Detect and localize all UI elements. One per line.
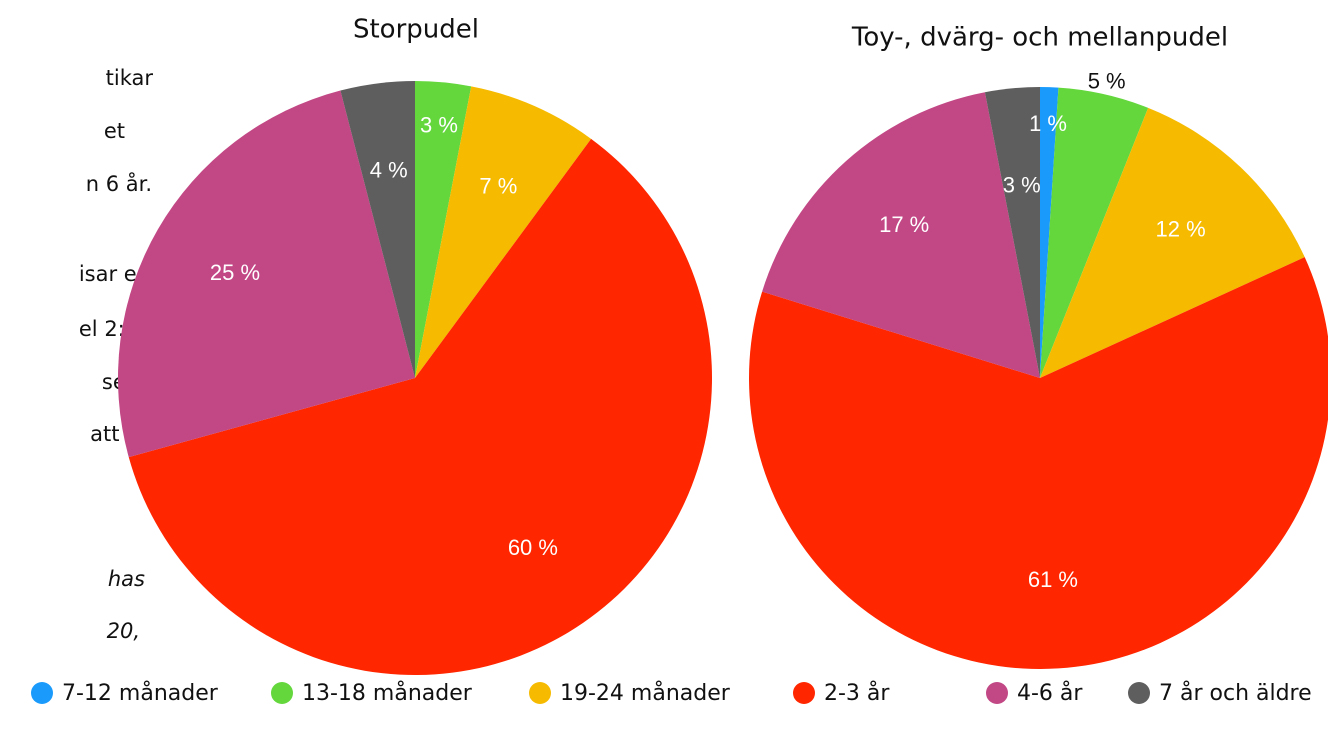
pie-slice	[984, 87, 1040, 378]
pie-slice	[1040, 87, 1059, 378]
legend-label: 7 år och äldre	[1159, 680, 1312, 706]
pie-slice	[415, 86, 592, 378]
data-label: 1 %	[1029, 111, 1067, 136]
body-text: n 6 år.	[86, 171, 152, 196]
note-text: 20,	[107, 619, 140, 643]
pie-slice	[1040, 87, 1149, 378]
legend-swatch	[793, 682, 815, 704]
legend-swatch	[271, 682, 293, 704]
pie-slice	[762, 92, 1040, 378]
legend-swatch	[986, 682, 1008, 704]
note-text: has	[108, 567, 145, 591]
data-label: 17 %	[879, 212, 929, 237]
data-label: 61 %	[1028, 567, 1078, 592]
legend-swatch	[31, 682, 53, 704]
pie-slice	[340, 81, 415, 378]
chart-title: Storpudel	[353, 15, 479, 45]
data-label: 12 %	[1155, 216, 1205, 241]
pie-slice	[415, 81, 472, 378]
data-label: 60 %	[508, 535, 558, 560]
legend-label: 4-6 år	[1017, 680, 1083, 706]
legend-swatch	[529, 682, 551, 704]
data-label: 25 %	[210, 260, 260, 285]
data-label: 3 %	[420, 113, 458, 138]
pie-slice	[118, 90, 416, 458]
pie-slice	[1040, 107, 1305, 378]
pie-slice	[128, 138, 712, 676]
legend-label: 13-18 månader	[302, 680, 473, 706]
chart-title: Toy-, dvärg- och mellanpudel	[851, 23, 1228, 53]
legend-label: 7-12 månader	[62, 680, 219, 706]
data-label: 5 %	[1088, 69, 1126, 94]
legend-swatch	[1128, 682, 1150, 704]
data-label: 4 %	[370, 158, 408, 183]
legend-label: 2-3 år	[824, 680, 890, 706]
legend-label: 19-24 månader	[560, 680, 731, 706]
data-label: 7 %	[479, 173, 517, 198]
data-label: 3 %	[1003, 173, 1041, 198]
body-text: tikar	[106, 66, 154, 90]
body-text: et	[104, 119, 125, 143]
pie-slice	[749, 257, 1328, 669]
